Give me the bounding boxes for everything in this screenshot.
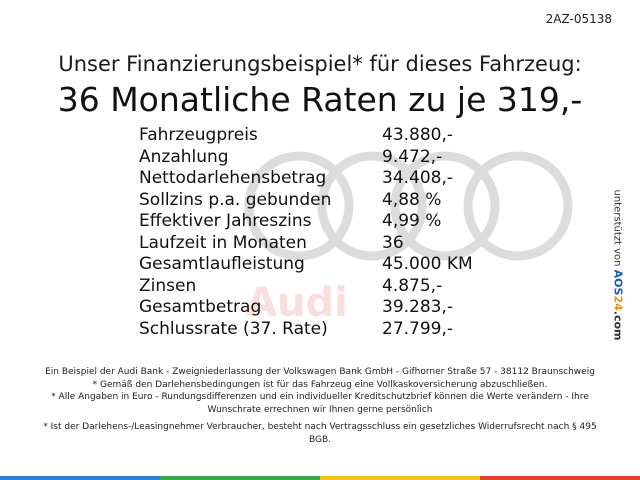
row-label: Schlussrate (37. Rate): [139, 318, 328, 339]
sponsor-logo: AOS24.com: [612, 270, 625, 341]
legal-note: * Gemäß den Darlehensbedingungen ist für…: [92, 379, 548, 390]
headline: Unser Finanzierungsbeispiel* für dieses …: [58, 52, 582, 76]
sponsor-brand-number: 24: [611, 295, 625, 311]
row-value: 4,99 %: [382, 211, 442, 231]
legal-note: * Ist der Darlehens-/Leasingnehmer Verbr…: [43, 422, 597, 445]
row-label: Nettodarlehensbetrag: [139, 168, 327, 188]
ring-4: [463, 151, 573, 261]
reference-number: 2AZ-05138: [545, 12, 612, 26]
row-value: 45.000 KM: [382, 254, 473, 274]
legal-notes: Ein Beispiel der Audi Bank - Zweignieder…: [42, 366, 598, 447]
stripe-blue: [0, 476, 160, 480]
sponsor-credit-text: unterstützt von AOS24.com: [612, 190, 625, 341]
ring-2: [317, 151, 427, 261]
row-label: Gesamtlaufleistung: [139, 254, 305, 274]
row-value: 39.283,-: [382, 297, 454, 317]
page-title: 36 Monatliche Raten zu je 319,-: [57, 80, 583, 119]
row-label: Anzahlung: [139, 146, 229, 167]
stripe-red: [480, 476, 640, 480]
row-value: 36: [382, 232, 404, 253]
row-value: 4,88 %: [382, 189, 442, 210]
sponsor-brand-letters: AOS: [611, 269, 625, 296]
ring-3: [390, 151, 500, 261]
row-label: Sollzins p.a. gebunden: [139, 189, 332, 210]
sponsor-prefix: unterstützt von: [611, 189, 623, 267]
audi-wordmark-watermark: Audi: [246, 280, 348, 326]
stripe-green: [160, 476, 320, 480]
row-label: Fahrzeugpreis: [139, 125, 258, 145]
row-label: Zinsen: [139, 275, 197, 296]
row-value: 27.799,-: [382, 318, 454, 339]
sponsor-credit: unterstützt von AOS24.com: [608, 175, 628, 355]
row-value: 9.472,-: [382, 146, 443, 167]
row-value: 43.880,-: [382, 125, 454, 145]
row-value: 34.408,-: [382, 168, 454, 188]
row-label: Effektiver Jahreszins: [139, 211, 312, 231]
stripe-yellow: [320, 476, 480, 480]
sponsor-domain: .com: [611, 310, 625, 341]
color-stripe: [0, 476, 640, 480]
row-label: Laufzeit in Monaten: [139, 232, 307, 253]
row-value: 4.875,-: [382, 275, 443, 296]
row-label: Gesamtbetrag: [139, 297, 262, 317]
audi-rings-watermark: [244, 151, 573, 261]
legal-note: * Alle Angaben in Euro - Rundungsdiffere…: [51, 392, 589, 415]
ring-1: [244, 151, 354, 261]
legal-note: Ein Beispiel der Audi Bank - Zweignieder…: [45, 367, 595, 377]
